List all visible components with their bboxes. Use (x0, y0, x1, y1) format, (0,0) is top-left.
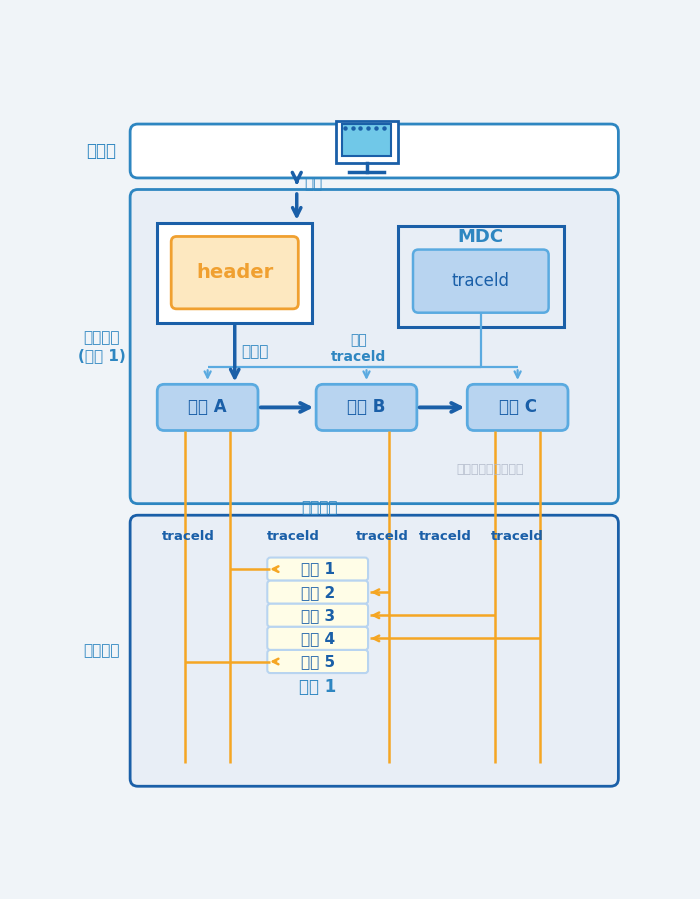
FancyBboxPatch shape (130, 124, 618, 178)
Text: 拿到
traceld: 拿到 traceld (331, 334, 386, 363)
Text: 日志 3: 日志 3 (300, 608, 335, 623)
FancyBboxPatch shape (172, 236, 298, 309)
FancyBboxPatch shape (130, 190, 618, 503)
FancyBboxPatch shape (158, 223, 312, 323)
Text: 方法 B: 方法 B (347, 398, 386, 416)
FancyBboxPatch shape (267, 650, 368, 673)
FancyBboxPatch shape (468, 384, 568, 431)
Text: traceld: traceld (162, 530, 215, 543)
FancyBboxPatch shape (267, 581, 368, 604)
Text: 方法 C: 方法 C (498, 398, 537, 416)
Text: traceld: traceld (267, 530, 319, 543)
Text: traceld: traceld (452, 272, 510, 290)
FancyBboxPatch shape (158, 384, 258, 431)
Text: 订单服务
(进程 1): 订单服务 (进程 1) (78, 330, 125, 363)
Text: 日志 5: 日志 5 (300, 654, 335, 669)
Text: 客户端: 客户端 (87, 142, 116, 160)
Text: 日志 2: 日志 2 (300, 584, 335, 600)
FancyBboxPatch shape (335, 121, 398, 163)
FancyBboxPatch shape (316, 384, 417, 431)
FancyBboxPatch shape (267, 604, 368, 627)
FancyBboxPatch shape (130, 515, 618, 787)
Text: 文件 1: 文件 1 (299, 678, 336, 696)
Text: 公众号：悟空聊架构: 公众号：悟空聊架构 (456, 462, 524, 476)
Text: 日志 4: 日志 4 (300, 631, 335, 645)
Text: 日志 1: 日志 1 (301, 562, 335, 576)
Text: 请求: 请求 (304, 176, 323, 191)
FancyBboxPatch shape (398, 227, 564, 326)
FancyBboxPatch shape (267, 557, 368, 581)
Text: MDC: MDC (458, 228, 504, 246)
FancyBboxPatch shape (413, 250, 549, 313)
Text: 写入日志: 写入日志 (302, 501, 338, 515)
Text: traceld: traceld (491, 530, 544, 543)
FancyBboxPatch shape (342, 124, 391, 156)
Text: traceld: traceld (419, 530, 472, 543)
Text: header: header (196, 263, 274, 282)
Text: 日志文件: 日志文件 (83, 643, 120, 658)
FancyBboxPatch shape (267, 627, 368, 650)
Text: 方法 A: 方法 A (188, 398, 227, 416)
Text: 拦截器: 拦截器 (241, 344, 268, 360)
Text: traceld: traceld (356, 530, 408, 543)
